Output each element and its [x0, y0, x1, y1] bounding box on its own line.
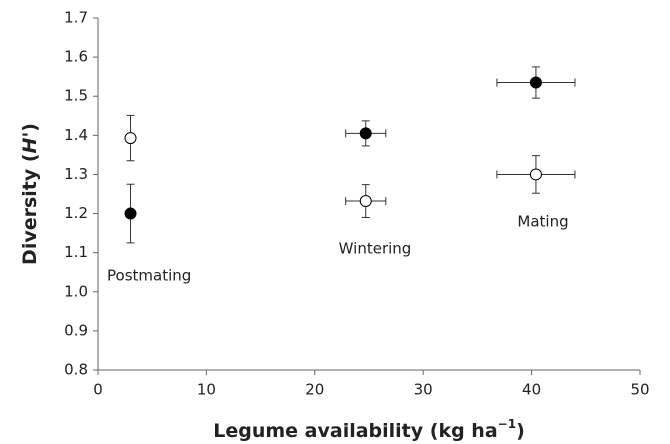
- annotation: Mating: [517, 213, 568, 231]
- y-axis-title-part: Diversity (: [19, 153, 41, 265]
- y-axis-title-part: H': [19, 132, 41, 154]
- point: [359, 127, 372, 140]
- point: [359, 195, 372, 208]
- x-tick-label: 20: [305, 381, 324, 399]
- x-axis-title: Legume availability (kg ha−1): [213, 417, 525, 442]
- x-tick-label: 50: [630, 381, 649, 399]
- annotation: Postmating: [107, 267, 191, 285]
- y-tick-label: 1.6: [64, 48, 88, 66]
- y-tick-label: 1.1: [64, 243, 88, 261]
- x-tick-label: 40: [522, 381, 541, 399]
- y-tick-label: 1.7: [64, 9, 88, 27]
- y-tick-label: 1.4: [64, 126, 88, 144]
- y-axis-title: Diversity (H'): [19, 123, 41, 265]
- y-tick-label: 1.3: [64, 165, 88, 183]
- y-tick-label: 1.5: [64, 87, 88, 105]
- x-axis-title-part: Legume availability (kg ha: [213, 420, 497, 442]
- x-tick-label: 10: [197, 381, 216, 399]
- point: [529, 76, 542, 89]
- annotation: Wintering: [339, 240, 412, 258]
- x-axis-title-part: −1: [498, 417, 516, 431]
- y-tick-label: 0.9: [64, 321, 88, 339]
- point: [124, 207, 137, 220]
- y-tick-label: 1.2: [64, 204, 88, 222]
- y-axis-title-part: ): [19, 123, 41, 132]
- y-tick-label: 1.0: [64, 282, 88, 300]
- x-tick-label: 30: [414, 381, 433, 399]
- y-tick-label: 0.8: [64, 361, 88, 379]
- x-tick-label: 0: [93, 381, 103, 399]
- x-axis-title-part: ): [516, 420, 525, 442]
- point: [124, 132, 137, 145]
- point: [529, 168, 542, 181]
